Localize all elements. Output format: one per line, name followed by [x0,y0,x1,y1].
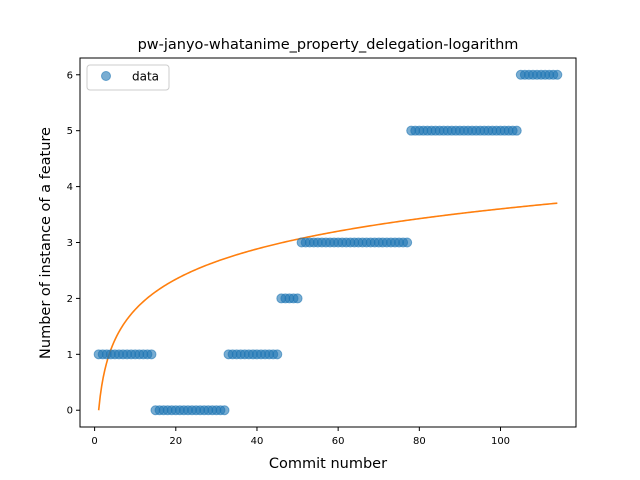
y-axis-title: Number of instance of a feature [38,127,54,359]
x-axis: 0 20 40 60 80 100 [91,427,510,447]
x-tick-label: 0 [91,436,97,447]
y-tick-label: 0 [67,406,73,417]
legend-label: data [132,70,159,84]
y-tick-label: 1 [67,350,73,361]
x-tick-label: 60 [332,436,345,447]
fit-line-layer [97,202,558,411]
x-tick-label: 20 [169,436,182,447]
legend-marker [101,71,111,81]
plot-area [79,57,577,428]
data-point [219,405,230,416]
data-point [552,69,563,80]
data-point [511,125,522,136]
data-point [402,237,413,248]
legend: data [86,64,170,91]
data-point [146,349,157,360]
y-tick-label: 4 [67,182,73,193]
y-axis: 0 1 2 3 4 5 6 [67,70,80,417]
y-tick-label: 5 [67,126,73,137]
x-axis-title: Commit number [269,456,387,472]
x-tick-label: 80 [413,436,426,447]
data-point [272,349,283,360]
chart-title: pw-janyo-whatanime_property_delegation-l… [138,37,519,53]
fit-line [97,202,558,411]
data-points-layer [93,69,563,416]
y-tick-label: 6 [67,70,73,81]
x-tick-label: 100 [491,436,510,447]
y-tick-label: 3 [67,238,73,249]
y-tick-label: 2 [67,294,73,305]
data-point [292,293,303,304]
x-tick-label: 40 [251,436,264,447]
